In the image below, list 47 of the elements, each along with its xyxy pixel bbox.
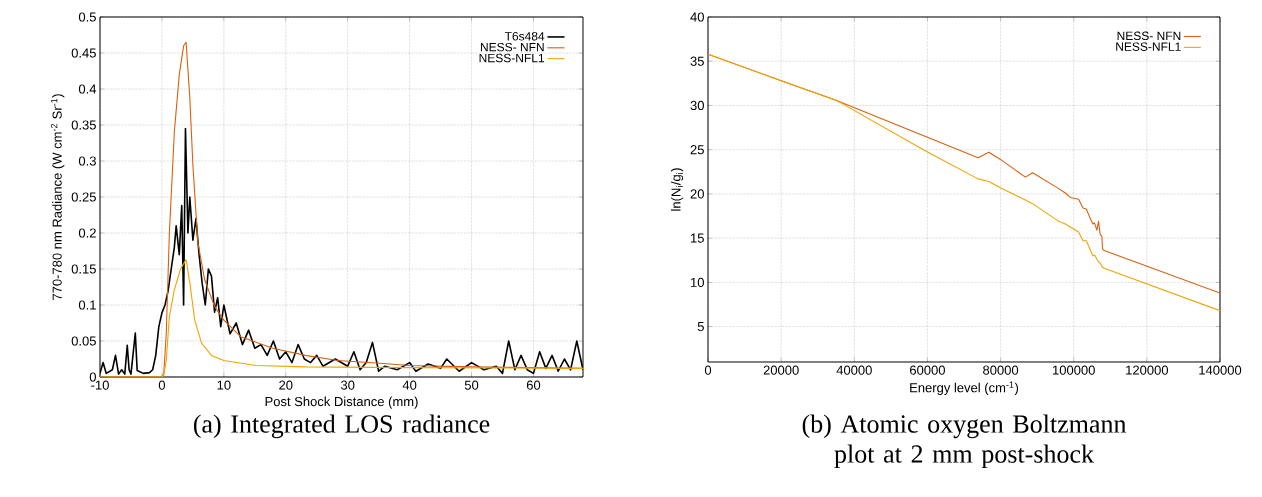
x-tick-label: -10 xyxy=(91,380,109,390)
text: (a) Integrated LOS radiance xyxy=(193,414,490,439)
y-tick-label: 40 xyxy=(690,12,704,22)
x-tick-label: 0 xyxy=(158,380,166,390)
x-tick-label: 20000 xyxy=(763,365,799,375)
x-tick-label: 60000 xyxy=(910,365,945,375)
legend-label: NESS- NFN xyxy=(1117,31,1181,41)
x-tick-label: 120000 xyxy=(1126,365,1169,375)
x-tick-label: 140000 xyxy=(1199,365,1242,375)
y-tick-label: 0.45 xyxy=(71,48,96,58)
y-tick-label: 20 xyxy=(690,189,704,199)
y-tick-label: 5 xyxy=(697,322,704,332)
y-tick-label: 0.1 xyxy=(78,300,96,310)
legend-label: NESS-NFL1 xyxy=(479,53,545,63)
x-tick-label: 100000 xyxy=(1053,365,1095,375)
x-tick-label: 60 xyxy=(526,380,541,390)
x-tick-label: 10 xyxy=(217,380,231,390)
y-tick-label: 15 xyxy=(691,233,704,243)
y-tick-label: 25 xyxy=(690,145,704,155)
y-tick-label: 0.2 xyxy=(78,228,96,238)
x-axis-title: Post Shock Distance (mm) xyxy=(265,396,418,409)
x-tick-label: 50 xyxy=(464,380,479,390)
x-tick-label: 40000 xyxy=(836,365,872,375)
y-axis-title: 770-780 nm Radiance (W cm$^{-2}$ Sr$^{-1}$) xyxy=(50,94,65,300)
y-axis-title: ln(N$_{i}$/g$_{i}$) xyxy=(671,168,684,211)
y-tick-label: 0.5 xyxy=(78,12,96,22)
x-tick-label: 0 xyxy=(704,365,712,375)
y-tick-label: 0.05 xyxy=(71,336,96,346)
text: (b) Atomic oxygen Boltzmann plot at 2 mm post-shock xyxy=(802,414,1127,469)
x-axis-title: Energy level (cm$^{-1}$) xyxy=(910,381,1019,395)
y-tick-label: 35 xyxy=(690,56,704,66)
legend-label: T6s484 xyxy=(504,32,545,41)
x-tick-label: 40 xyxy=(402,380,417,390)
line-series xyxy=(100,259,583,377)
y-tick-label: 0.3 xyxy=(78,156,96,166)
legend-label: NESS-NFL1 xyxy=(1116,42,1181,51)
y-tick-label: 0.4 xyxy=(78,84,97,94)
x-tick-label: 30 xyxy=(340,380,355,390)
x-tick-label: 80000 xyxy=(983,365,1019,375)
y-tick-label: 0.25 xyxy=(71,192,96,202)
y-tick-label: 10 xyxy=(691,277,704,287)
y-tick-label: 0.15 xyxy=(71,264,96,274)
y-tick-label: 0.35 xyxy=(71,120,96,130)
legend-label: NESS- NFN xyxy=(480,42,544,52)
y-tick-label: 30 xyxy=(690,100,704,111)
y-tick-label: 0 xyxy=(89,372,96,382)
x-tick-label: 20 xyxy=(279,380,293,390)
